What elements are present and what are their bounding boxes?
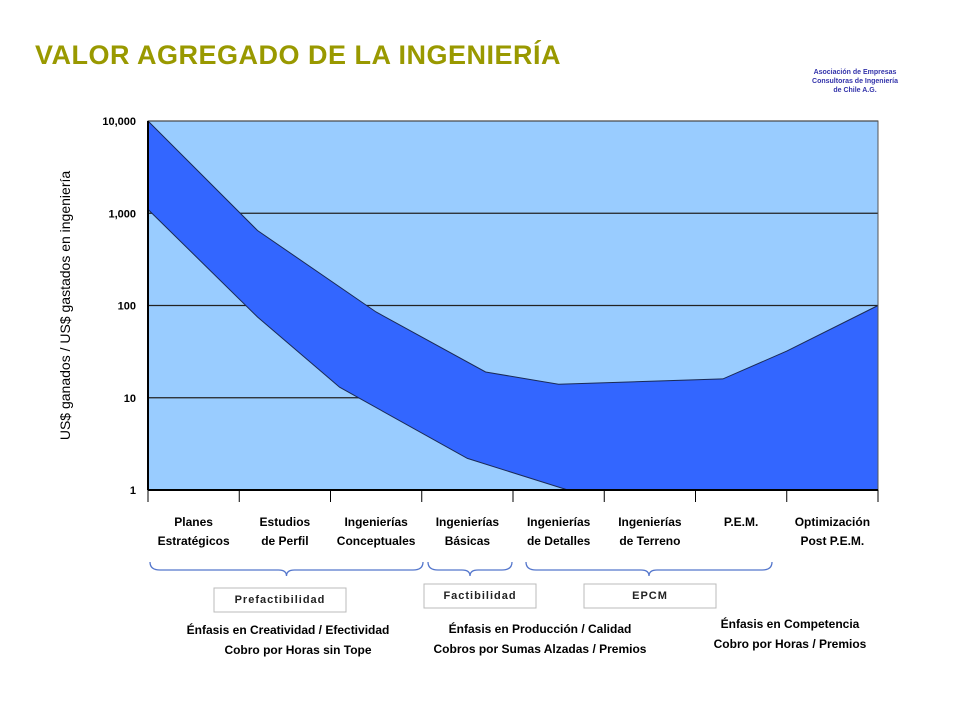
category-label-0-line-0: Planes [174, 515, 213, 529]
band-fill [148, 121, 878, 490]
group-emphasis-2-line-0: Énfasis en Competencia [721, 616, 860, 631]
y-tick-label-0: 1 [130, 485, 136, 497]
group-box-label-1: Factibilidad [443, 590, 516, 602]
category-label-6: P.E.M. [724, 515, 758, 529]
category-label-2-line-1: Conceptuales [337, 534, 416, 548]
category-label-0: Planes Estratégicos [158, 515, 230, 548]
y-tick-label-3: 1,000 [108, 208, 136, 220]
category-label-4: Ingenierías de Detalles [527, 515, 591, 548]
category-label-7-line-0: Optimización [795, 515, 870, 529]
org-line-2: Consultoras de Ingeniería [812, 78, 898, 85]
category-label-6-line-0: P.E.M. [724, 515, 758, 529]
slide-title: VALOR AGREGADO DE LA INGENIERÍA [35, 40, 562, 70]
group-box-label-0: Prefactibilidad [235, 594, 326, 606]
category-label-4-line-0: Ingenierías [527, 515, 591, 529]
y-tick-label-2: 100 [118, 301, 136, 313]
stage-groups: Prefactibilidad Énfasis en Creatividad / … [149, 561, 867, 657]
group-emphasis-1-line-1: Cobros por Sumas Alzadas / Premios [434, 642, 647, 656]
category-label-2-line-0: Ingenierías [344, 515, 408, 529]
group-box-label-2: EPCM [632, 590, 668, 602]
category-label-0-line-1: Estratégicos [158, 534, 230, 548]
group-box-2 [583, 583, 717, 609]
org-line-1: Asociación de Empresas [813, 69, 897, 76]
group-brace-2 [525, 561, 773, 577]
upper-boundary-line [147, 120, 879, 385]
y-axis-label: US$ ganados / US$ gastados en ingeniería [57, 171, 73, 441]
category-label-5: Ingenierías de Terreno [618, 515, 682, 548]
category-label-5-line-1: de Terreno [619, 534, 680, 548]
group-emphasis-2-line-1: Cobro por Horas / Premios [714, 637, 867, 651]
category-label-3-line-1: Básicas [445, 534, 491, 548]
y-tick-label-4: 10,000 [102, 116, 136, 128]
category-label-7-line-1: Post P.E.M. [800, 534, 864, 548]
org-line-3: de Chile A.G. [833, 87, 877, 94]
group-emphasis-0-line-1: Cobro por Horas sin Tope [224, 643, 371, 657]
org-name: Asociación de Empresas Consultoras de In… [805, 68, 905, 95]
axes [147, 120, 879, 502]
category-label-1: Estudios de Perfil [260, 515, 311, 548]
category-label-1-line-0: Estudios [260, 515, 311, 529]
group-emphasis-1-line-0: Énfasis en Producción / Calidad [449, 621, 632, 636]
category-label-3-line-0: Ingenierías [436, 515, 500, 529]
group-emphasis-0-line-0: Énfasis en Creatividad / Efectividad [187, 622, 390, 637]
group-brace-0 [149, 561, 424, 577]
group-box-0 [213, 587, 347, 613]
category-label-4-line-1: de Detalles [527, 534, 591, 548]
group-box-1 [423, 583, 537, 609]
category-label-3: Ingenierías Básicas [436, 515, 500, 548]
category-label-2: Ingenierías Conceptuales [337, 515, 416, 548]
axis-labels: 1 10 100 1,000 10,000 US$ ganados / US$ gasta… [57, 116, 870, 548]
y-tick-label-1: 10 [124, 393, 136, 405]
category-label-1-line-1: de Perfil [261, 534, 308, 548]
group-brace-1 [427, 561, 513, 577]
category-label-5-line-0: Ingenierías [618, 515, 682, 529]
category-label-7: Optimización Post P.E.M. [795, 515, 870, 548]
